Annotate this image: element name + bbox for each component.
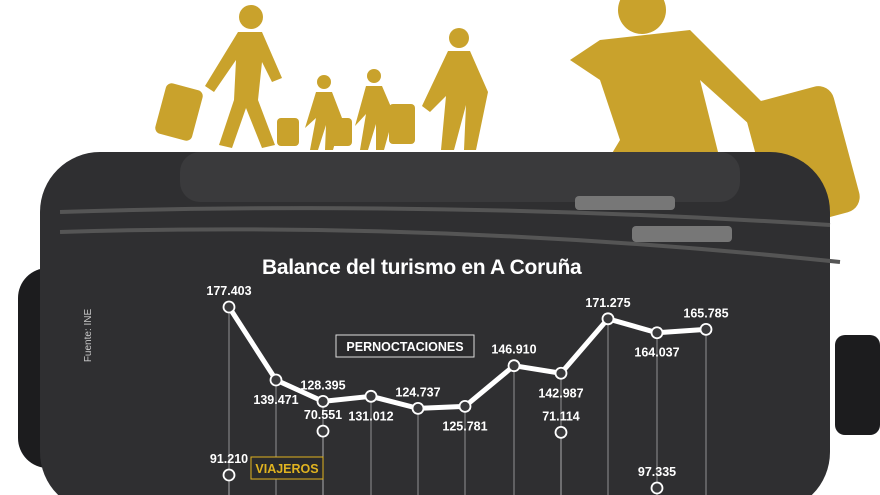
traveler-figures-icon [155, 0, 860, 230]
data-label: 146.910 [491, 343, 536, 357]
data-label: 142.987 [538, 386, 583, 400]
data-point [364, 389, 378, 403]
data-point [699, 322, 713, 336]
data-point [222, 468, 236, 482]
data-label: 131.012 [348, 409, 393, 423]
legend-label: PERNOCTACIONES [346, 340, 463, 354]
data-label: 124.737 [395, 385, 440, 399]
data-point [222, 300, 236, 314]
data-label: 97.335 [638, 465, 676, 479]
data-label: 177.403 [206, 284, 251, 298]
data-point [601, 312, 615, 326]
data-label: 91.210 [210, 452, 248, 466]
data-point [411, 401, 425, 415]
data-label: 70.551 [304, 408, 342, 422]
legend-callout-viajeros [250, 456, 324, 480]
chart-title: Balance del turismo en A Coruña [262, 256, 582, 279]
data-label: 165.785 [683, 306, 728, 320]
data-label: 171.275 [585, 296, 630, 310]
suitcase [18, 152, 880, 495]
data-point [554, 366, 568, 380]
source-note: Fuente: INE [83, 308, 95, 363]
data-point [554, 425, 568, 439]
data-point [507, 359, 521, 373]
data-label: 128.395 [300, 378, 345, 392]
data-label: 139.471 [253, 393, 298, 407]
data-point [316, 424, 330, 438]
data-point [269, 373, 283, 387]
legend-label: VIAJEROS [255, 462, 318, 476]
data-point [650, 326, 664, 340]
data-label: 125.781 [442, 419, 487, 433]
data-point [316, 394, 330, 408]
legend-callout-pernoctaciones [335, 334, 475, 358]
data-point [458, 399, 472, 413]
data-label: 164.037 [634, 346, 679, 360]
data-label: 71.114 [542, 409, 580, 423]
data-point [650, 481, 664, 495]
